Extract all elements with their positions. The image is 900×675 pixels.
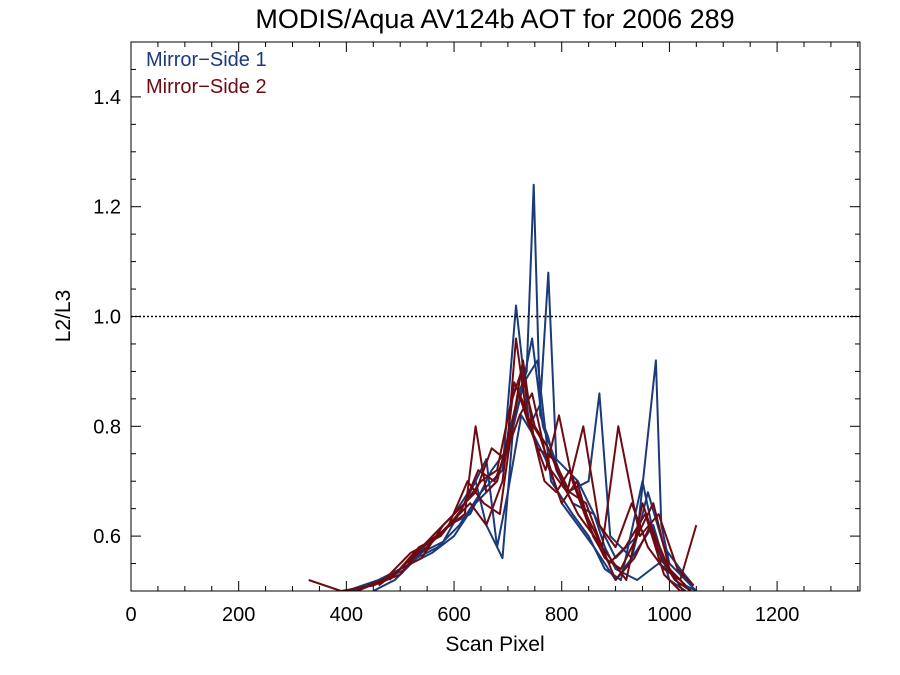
y-tick-label: 1.2 (93, 197, 121, 219)
x-tick-label: 1200 (755, 604, 800, 626)
x-tick-label: 1000 (647, 604, 692, 626)
series-layer (308, 183, 698, 591)
y-tick-label: 1.4 (93, 87, 121, 109)
x-axis-label: Scan Pixel (445, 633, 544, 656)
x-tick-label: 800 (545, 604, 578, 626)
series-2-line-6 (367, 392, 681, 591)
y-tick-label: 0.8 (93, 416, 121, 438)
y-axis-label: L2/L3 (52, 290, 75, 343)
legend-entry-2: Mirror−Side 2 (146, 76, 267, 98)
legend-entry-1: Mirror−Side 1 (146, 49, 267, 71)
series-1-line-1 (348, 183, 697, 591)
chart-title: MODIS/Aqua AV124b AOT for 2006 289 (255, 4, 734, 34)
y-tick-label: 1.0 (93, 307, 121, 329)
y-tick-label: 0.6 (93, 526, 121, 548)
series-1-line-2 (372, 271, 698, 591)
x-axis-ticks: 0 200 400 600 800 1000 1200 (125, 42, 859, 626)
legend: Mirror−Side 1 Mirror−Side 2 (146, 49, 267, 98)
y-axis-ticks: 0.6 0.8 1.0 1.2 1.4 (93, 41, 860, 592)
x-tick-label: 200 (222, 604, 255, 626)
series-2-line-5 (404, 359, 684, 591)
x-tick-label: 0 (125, 604, 136, 626)
x-tick-label: 600 (437, 604, 470, 626)
x-tick-label: 400 (330, 604, 363, 626)
